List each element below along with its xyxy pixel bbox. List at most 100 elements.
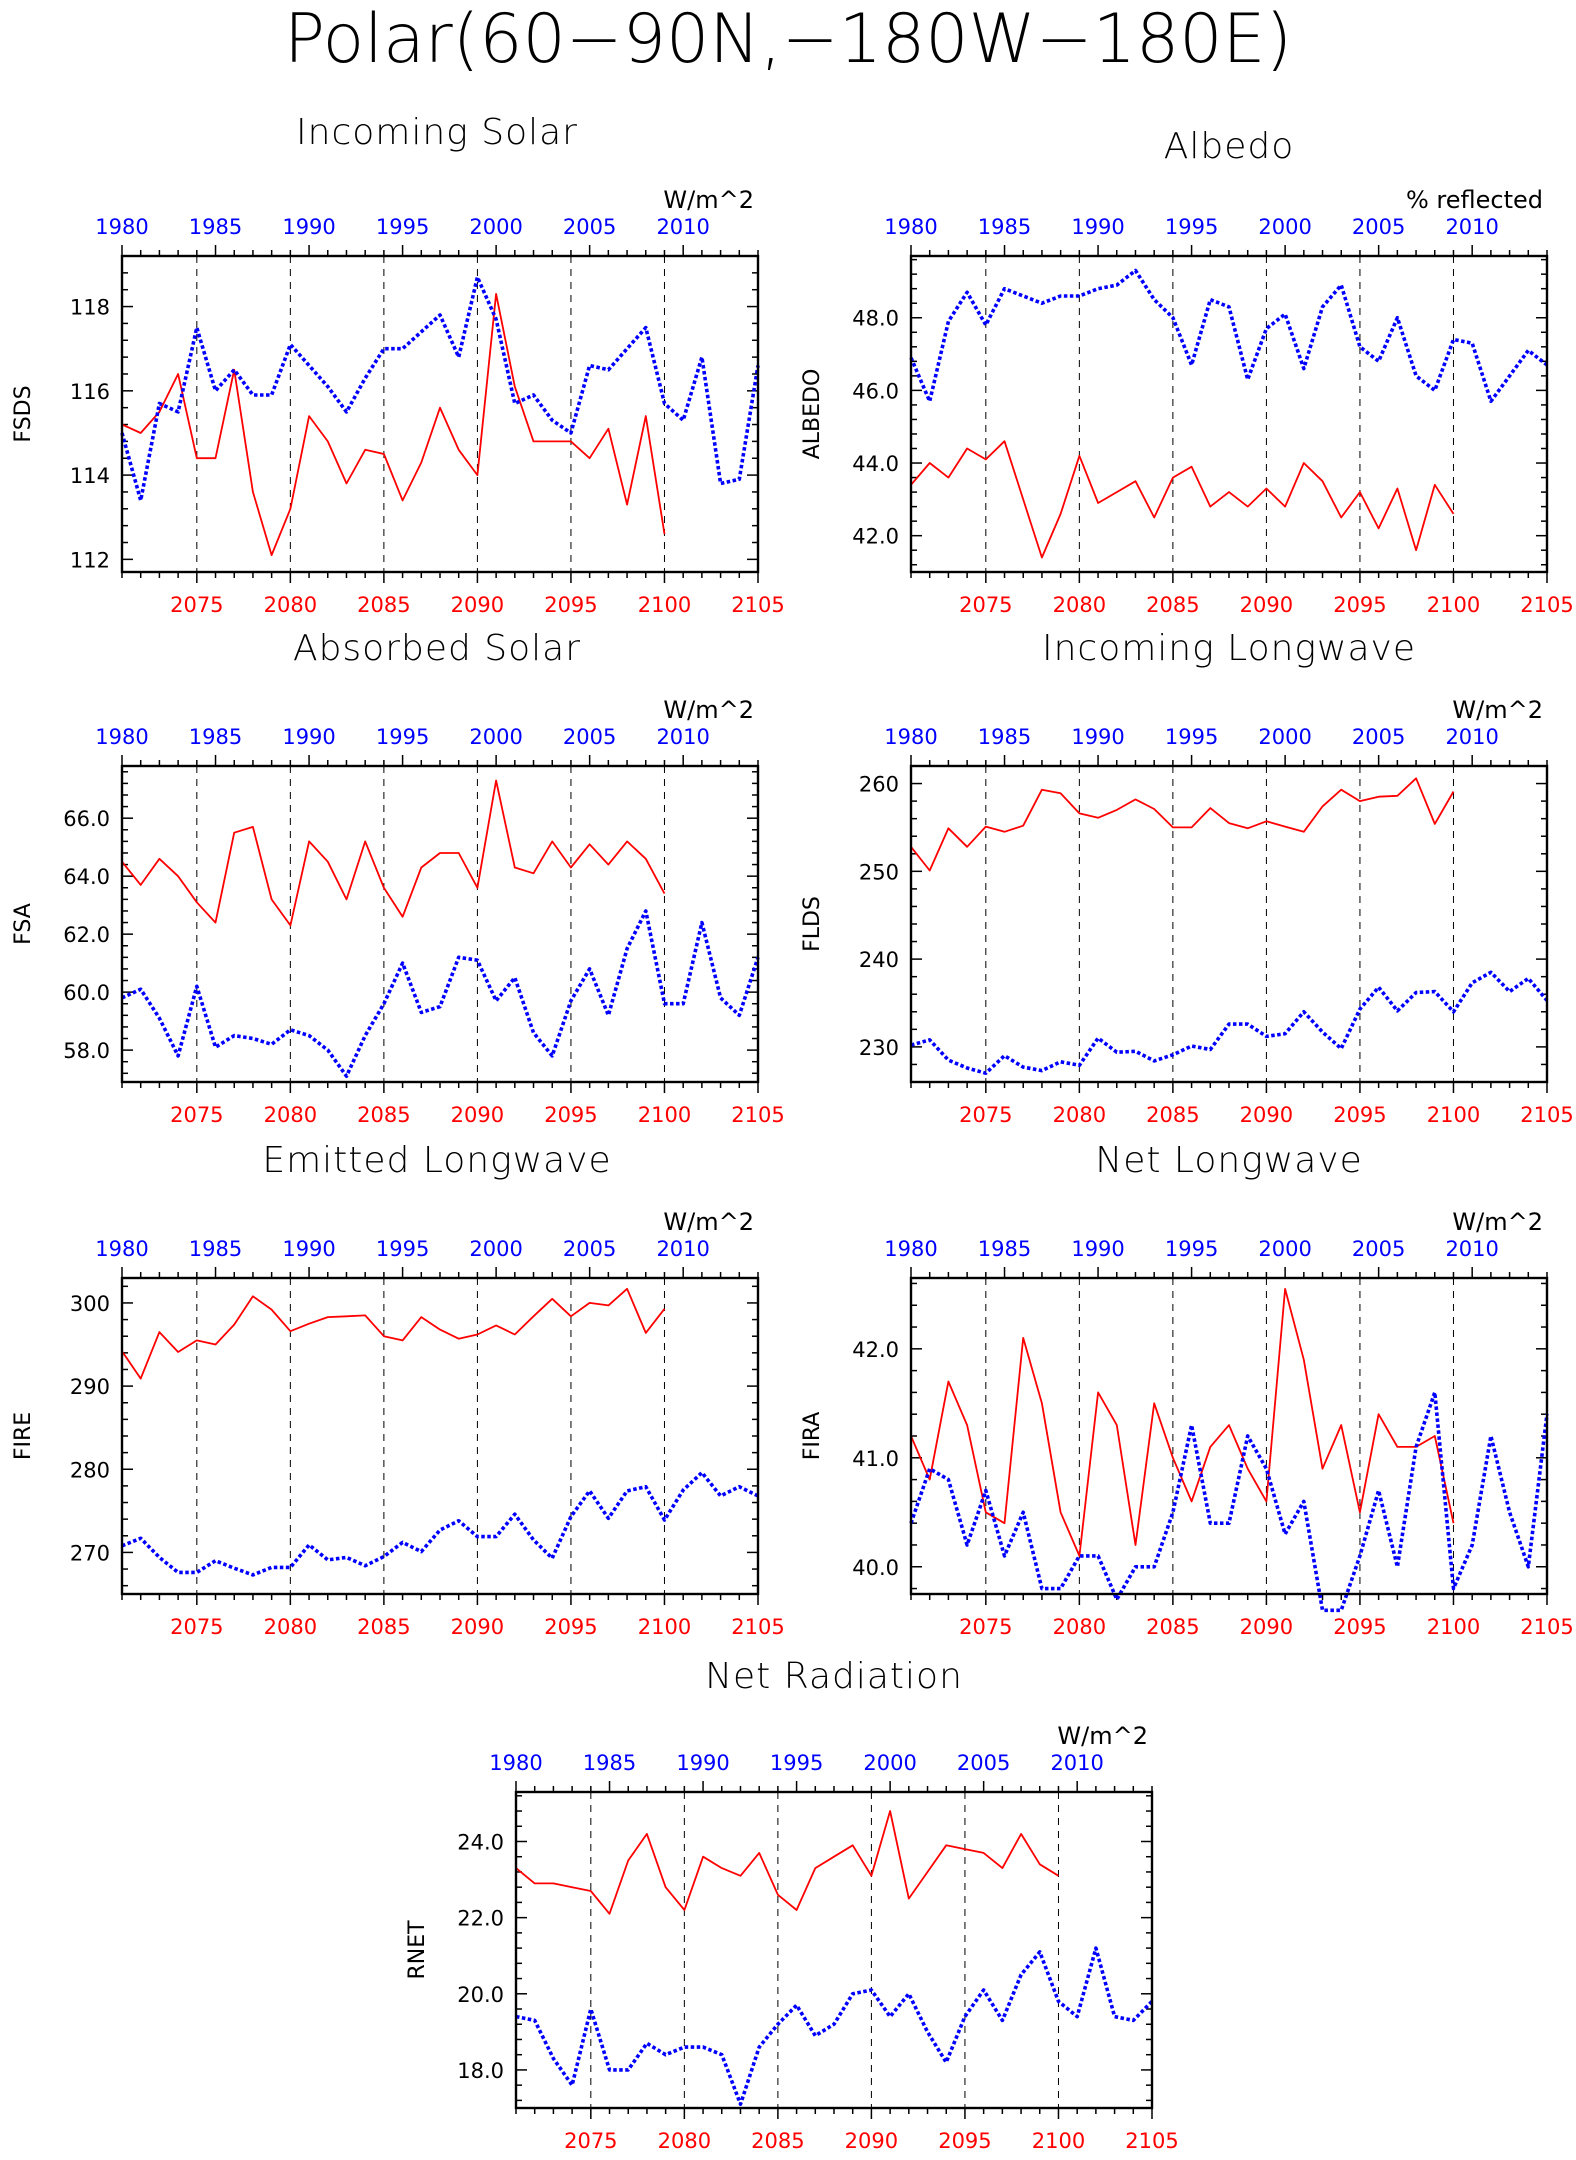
x-top-tick-label: 1980 bbox=[884, 725, 937, 749]
plot-frame bbox=[909, 1276, 1549, 1596]
x-tick-label: 2105 bbox=[1520, 1615, 1573, 1639]
y-axis-label: FIRA bbox=[800, 1412, 825, 1461]
x-top-tick-label: 1990 bbox=[282, 215, 335, 239]
units-label: W/m^2 bbox=[663, 186, 754, 214]
x-top-tick-label: 1990 bbox=[282, 1237, 335, 1261]
x-top-tick-label: 1990 bbox=[1071, 215, 1124, 239]
panels: Incoming Solar W/m^2 FSDS 2075 2080 2085 2090 2… bbox=[11, 112, 1574, 2153]
plot-frame bbox=[909, 254, 1549, 574]
units-label: W/m^2 bbox=[663, 1208, 754, 1236]
x-top-tick-label: 2005 bbox=[563, 1237, 616, 1261]
panel-fsa: Absorbed Solar W/m^2 FSA 2075 2080 2085 2090 20… bbox=[11, 628, 785, 1127]
x-tick-label: 2090 bbox=[1240, 593, 1293, 617]
series-line-historical bbox=[120, 275, 760, 503]
x-top-tick-label: 2005 bbox=[563, 215, 616, 239]
y-tick-label: 24.0 bbox=[457, 1830, 504, 1854]
x-top-tick-label: 2000 bbox=[1258, 215, 1311, 239]
x-tick-label: 2095 bbox=[544, 593, 597, 617]
y-tick-label: 42.0 bbox=[852, 1338, 899, 1362]
series-line-future bbox=[910, 440, 1455, 559]
y-tick-label: 40.0 bbox=[852, 1556, 899, 1580]
panel-title: Emitted Longwave bbox=[262, 1140, 611, 1181]
y-axis-label: ALBEDO bbox=[800, 369, 825, 460]
y-tick-label: 48.0 bbox=[852, 307, 899, 331]
x-top-tick-label: 2000 bbox=[1258, 1237, 1311, 1261]
x-tick-label: 2095 bbox=[938, 2129, 991, 2153]
x-top-tick-label: 1990 bbox=[676, 1751, 729, 1775]
panel-title: Net Longwave bbox=[1095, 1140, 1362, 1181]
series-line-future bbox=[121, 779, 666, 927]
x-top-tick-label: 1995 bbox=[1165, 215, 1218, 239]
x-tick-label: 2085 bbox=[357, 1103, 410, 1127]
x-top-tick-label: 2005 bbox=[563, 725, 616, 749]
x-top-tick-label: 2010 bbox=[656, 215, 709, 239]
y-tick-label: 22.0 bbox=[457, 1907, 504, 1931]
series-line-future bbox=[121, 292, 666, 556]
y-tick-label: 114 bbox=[70, 464, 110, 488]
units-label: W/m^2 bbox=[1452, 1208, 1543, 1236]
series-line-historical bbox=[909, 268, 1549, 404]
x-top-tick-label: 2000 bbox=[1258, 725, 1311, 749]
x-tick-label: 2100 bbox=[638, 1103, 691, 1127]
x-tick-label: 2100 bbox=[1427, 1615, 1480, 1639]
x-top-tick-label: 1985 bbox=[189, 1237, 242, 1261]
y-tick-label: 270 bbox=[70, 1541, 110, 1565]
x-tick-label: 2080 bbox=[264, 1103, 317, 1127]
x-tick-label: 2085 bbox=[357, 1615, 410, 1639]
plot-frame bbox=[909, 764, 1549, 1084]
x-tick-label: 2090 bbox=[1240, 1615, 1293, 1639]
panel-title: Albedo bbox=[1164, 126, 1295, 167]
y-tick-label: 64.0 bbox=[63, 865, 110, 889]
panel-fsds: Incoming Solar W/m^2 FSDS 2075 2080 2085 2090 2… bbox=[11, 112, 785, 617]
x-tick-label: 2100 bbox=[638, 1615, 691, 1639]
x-top-tick-label: 2000 bbox=[863, 1751, 916, 1775]
x-top-tick-label: 1985 bbox=[978, 725, 1031, 749]
y-tick-label: 20.0 bbox=[457, 1983, 504, 2007]
x-tick-label: 2080 bbox=[658, 2129, 711, 2153]
y-tick-label: 116 bbox=[70, 380, 110, 404]
y-tick-label: 58.0 bbox=[63, 1039, 110, 1063]
series-line-historical bbox=[910, 970, 1549, 1075]
x-tick-label: 2090 bbox=[845, 2129, 898, 2153]
x-tick-label: 2105 bbox=[731, 1615, 784, 1639]
panel-rnet: Net Radiation W/m^2 RNET 2075 2080 2085 2090 20… bbox=[405, 1656, 1179, 2153]
x-tick-label: 2105 bbox=[1520, 1103, 1573, 1127]
x-tick-label: 2105 bbox=[731, 593, 784, 617]
x-top-tick-label: 2005 bbox=[1352, 725, 1405, 749]
y-tick-label: 250 bbox=[859, 860, 899, 884]
x-top-tick-label: 1990 bbox=[1071, 1237, 1124, 1261]
y-tick-label: 112 bbox=[70, 548, 110, 572]
y-tick-label: 42.0 bbox=[852, 525, 899, 549]
x-tick-label: 2090 bbox=[451, 593, 504, 617]
x-top-tick-label: 1985 bbox=[189, 215, 242, 239]
x-tick-label: 2105 bbox=[731, 1103, 784, 1127]
y-axis-label: FLDS bbox=[800, 896, 825, 952]
x-tick-label: 2075 bbox=[959, 593, 1012, 617]
x-top-tick-label: 2010 bbox=[656, 1237, 709, 1261]
plot-frame bbox=[120, 254, 760, 574]
x-tick-label: 2085 bbox=[1146, 1103, 1199, 1127]
x-tick-label: 2095 bbox=[544, 1103, 597, 1127]
x-top-tick-label: 1985 bbox=[978, 215, 1031, 239]
x-tick-label: 2085 bbox=[357, 593, 410, 617]
x-top-tick-label: 1995 bbox=[376, 725, 429, 749]
y-tick-label: 46.0 bbox=[852, 379, 899, 403]
y-tick-label: 230 bbox=[859, 1036, 899, 1060]
x-tick-label: 2105 bbox=[1125, 2129, 1178, 2153]
x-tick-label: 2075 bbox=[959, 1615, 1012, 1639]
x-tick-label: 2105 bbox=[1520, 593, 1573, 617]
x-top-tick-label: 1985 bbox=[583, 1751, 636, 1775]
x-top-tick-label: 1995 bbox=[376, 1237, 429, 1261]
x-top-tick-label: 2010 bbox=[1445, 1237, 1498, 1261]
x-tick-label: 2090 bbox=[451, 1103, 504, 1127]
panel-albedo: Albedo % reflected ALBEDO 2075 2080 2085 2090 2… bbox=[800, 126, 1574, 617]
x-top-tick-label: 1995 bbox=[1165, 1237, 1218, 1261]
x-tick-label: 2090 bbox=[1240, 1103, 1293, 1127]
y-tick-label: 260 bbox=[859, 773, 899, 797]
y-tick-label: 62.0 bbox=[63, 923, 110, 947]
units-label: W/m^2 bbox=[1057, 1722, 1148, 1750]
x-tick-label: 2085 bbox=[751, 2129, 804, 2153]
panel-title: Absorbed Solar bbox=[293, 628, 581, 669]
x-tick-label: 2075 bbox=[564, 2129, 617, 2153]
